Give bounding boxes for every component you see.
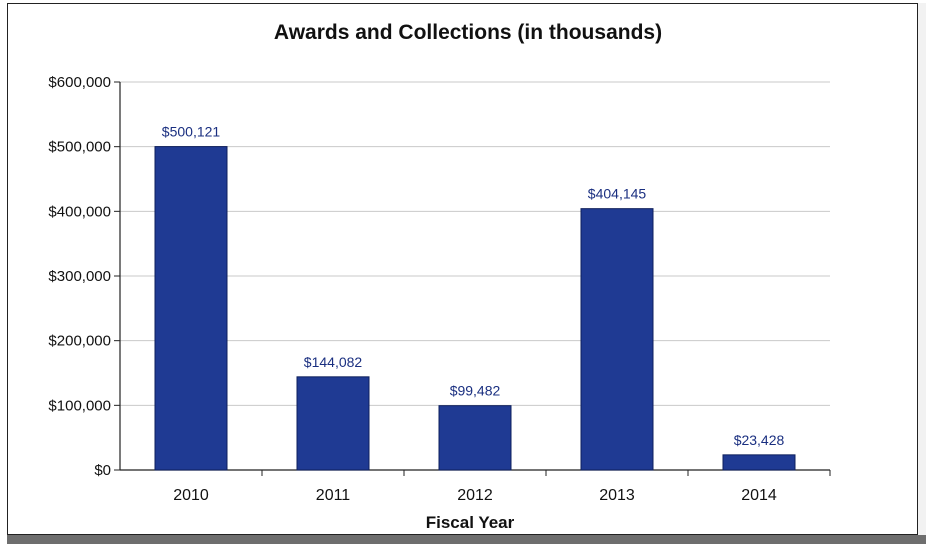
data-label: $404,145 xyxy=(588,186,647,202)
y-tick-label: $0 xyxy=(94,462,111,479)
bar xyxy=(722,454,796,471)
bar xyxy=(296,376,370,471)
bar xyxy=(438,405,512,471)
axes: $0 $100,000 $200,000 $300,000 $400,000 $500,0… xyxy=(48,74,831,504)
data-label: $144,082 xyxy=(304,354,363,370)
x-tick-label: 2012 xyxy=(457,487,493,504)
bars xyxy=(154,146,796,471)
x-tick-label: 2010 xyxy=(173,487,209,504)
x-axis-title: Fiscal Year xyxy=(426,513,515,532)
data-label: $500,121 xyxy=(162,124,221,140)
frame-shadow-right xyxy=(918,3,926,544)
y-tick-label: $400,000 xyxy=(48,203,111,220)
chart-title: Awards and Collections (in thousands) xyxy=(274,21,662,44)
data-label: $23,428 xyxy=(734,432,785,448)
data-labels: $500,121 $144,082 $99,482 $404,145 $23,428 xyxy=(162,124,785,448)
bar xyxy=(154,146,228,471)
y-tick-label: $500,000 xyxy=(48,139,111,156)
y-tick-label: $100,000 xyxy=(48,397,111,414)
x-tick-label: 2013 xyxy=(599,487,635,504)
y-tick-label: $200,000 xyxy=(48,333,111,350)
y-tick-label: $300,000 xyxy=(48,268,111,285)
x-tick-label: 2011 xyxy=(316,487,351,504)
data-label: $99,482 xyxy=(450,383,501,399)
x-tick-label: 2014 xyxy=(741,487,777,504)
y-tick-label: $600,000 xyxy=(48,74,111,91)
frame-shadow-bottom xyxy=(7,535,926,544)
bar xyxy=(580,208,654,471)
